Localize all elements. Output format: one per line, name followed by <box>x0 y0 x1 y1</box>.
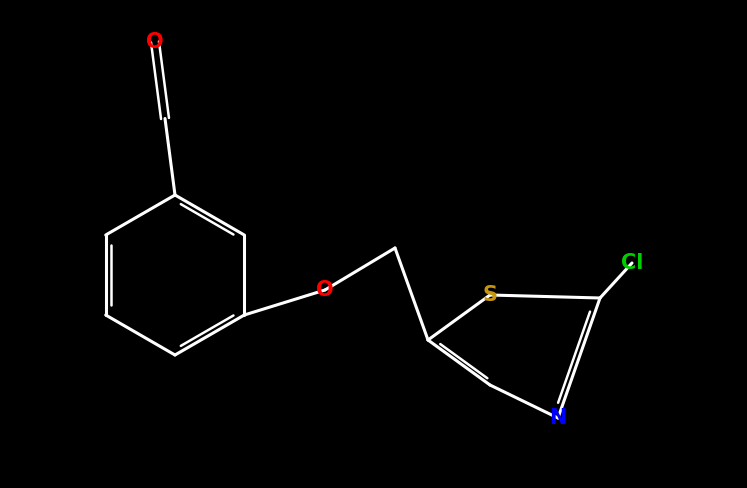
Text: N: N <box>549 408 567 428</box>
Text: Cl: Cl <box>621 253 643 273</box>
Text: O: O <box>146 32 164 52</box>
Text: S: S <box>483 285 498 305</box>
Text: O: O <box>316 280 334 300</box>
